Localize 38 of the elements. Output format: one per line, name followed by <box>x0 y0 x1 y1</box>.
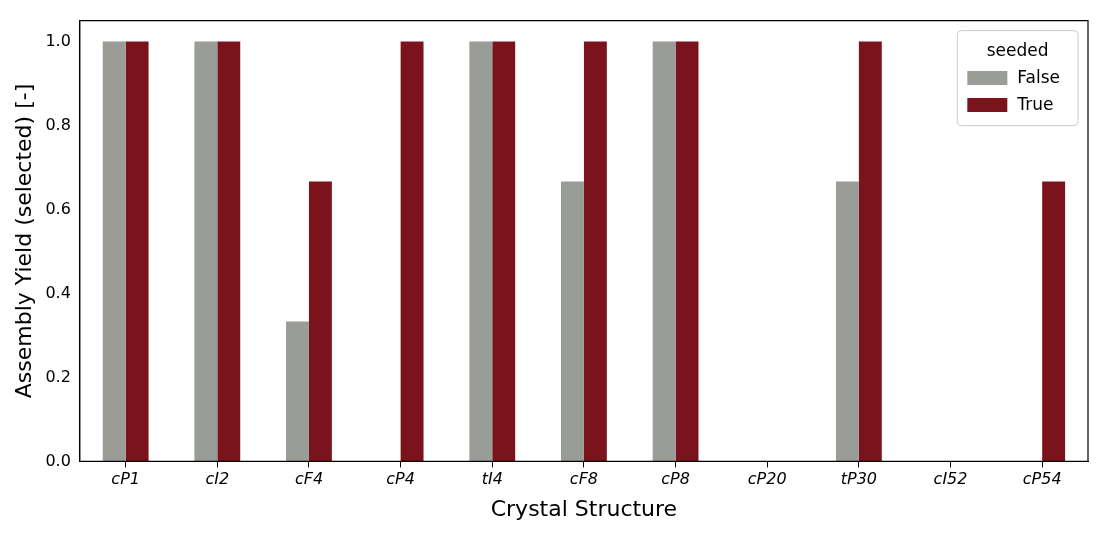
bar <box>125 41 149 462</box>
bar <box>469 41 493 462</box>
bar <box>492 41 516 462</box>
bar <box>102 41 126 462</box>
bar <box>217 41 241 462</box>
y-axis-title: Assembly Yield (selected) [-] <box>10 83 36 399</box>
legend-label: False <box>1017 66 1061 87</box>
x-tick-label: cP54 <box>1022 469 1062 489</box>
legend-label: True <box>1016 93 1054 114</box>
x-tick-label: cF4 <box>294 469 324 489</box>
x-tick-label: cI52 <box>933 469 968 489</box>
y-tick-label: 0.6 <box>45 198 71 218</box>
y-tick-label: 0.2 <box>45 366 71 386</box>
bar <box>308 181 332 462</box>
legend-title: seeded <box>986 39 1049 60</box>
bar <box>286 321 309 462</box>
bar <box>583 41 607 462</box>
bar <box>194 41 218 462</box>
bar <box>400 41 424 462</box>
x-tick-label: cP1 <box>111 469 140 489</box>
x-tick-label: tP30 <box>840 469 878 489</box>
x-axis-title: Crystal Structure <box>490 495 678 521</box>
y-tick-label: 0.4 <box>45 282 71 302</box>
bar <box>835 181 859 462</box>
x-tick-label: cI2 <box>205 469 230 489</box>
y-tick-label: 1.0 <box>45 30 71 50</box>
bar <box>561 181 584 462</box>
bar <box>858 41 882 462</box>
y-tick-label: 0.0 <box>45 450 71 470</box>
x-tick-label: cP20 <box>747 469 787 489</box>
bar <box>652 41 676 462</box>
x-tick-label: tI4 <box>481 469 503 489</box>
x-tick-label: cF8 <box>569 469 599 489</box>
bar <box>1042 181 1066 462</box>
x-tick-label: cP4 <box>386 469 415 489</box>
y-tick-label: 0.8 <box>45 114 71 134</box>
bar <box>675 41 699 462</box>
x-tick-label: cP8 <box>661 469 690 489</box>
